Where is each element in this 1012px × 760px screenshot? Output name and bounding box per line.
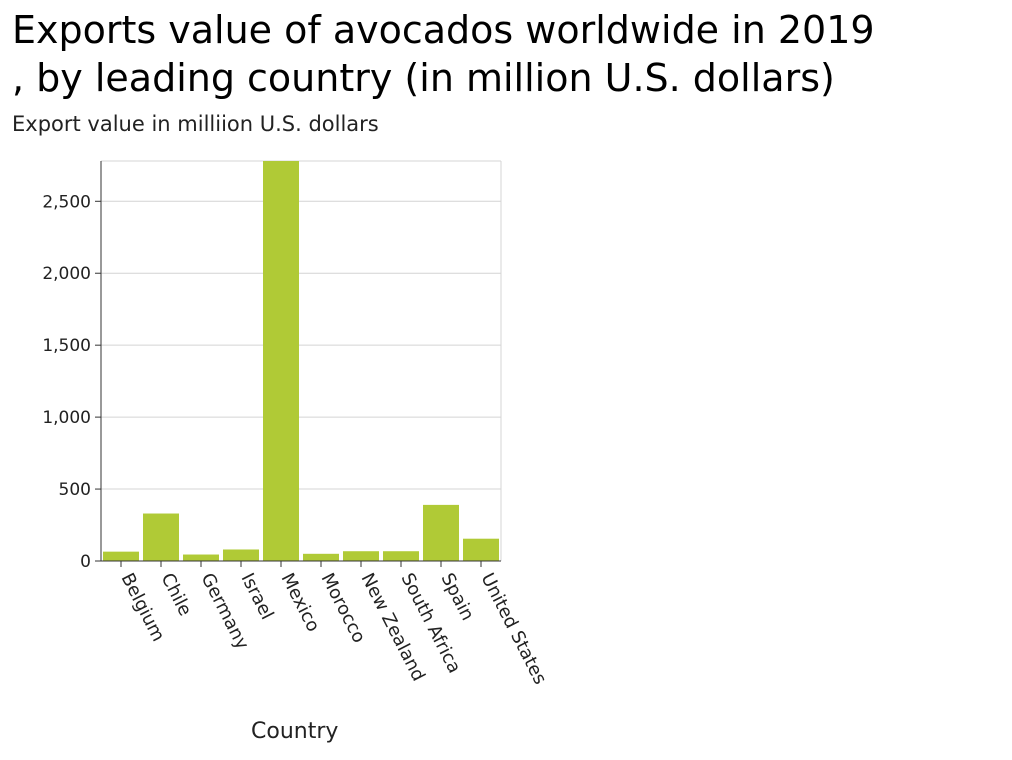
y-axis-label: Export value in milliion U.S. dollars [12,112,379,136]
bar [103,551,139,561]
y-tick-label: 2,000 [42,264,91,284]
x-tick-label: United States [477,570,551,688]
bar [423,504,459,561]
y-tick-label: 0 [80,552,91,572]
y-tick-label: 2,500 [42,192,91,212]
y-tick-label: 1,000 [42,408,91,428]
x-tick-label: Israel [237,570,278,623]
bar [343,551,379,561]
y-tick-labels: 0 500 1,000 1,500 2,000 2,500 [42,192,91,572]
gridlines [101,160,502,561]
x-tick-label: Chile [157,570,196,620]
bar [463,538,499,561]
bar [263,161,299,561]
chart-title-line-2: , by leading country (in million U.S. do… [12,56,835,100]
bar [143,513,179,561]
chart-title-line-1: Exports value of avocados worldwide in 2… [12,8,875,52]
bar [303,553,339,561]
bar [383,551,419,561]
y-tick-label: 1,500 [42,336,91,356]
y-tick-label: 500 [59,480,91,500]
axes [95,161,501,567]
bar [183,554,219,561]
bar [223,549,259,561]
x-tick-label: Spain [437,570,479,624]
x-axis-label: Country [251,719,339,744]
bars [103,161,499,561]
